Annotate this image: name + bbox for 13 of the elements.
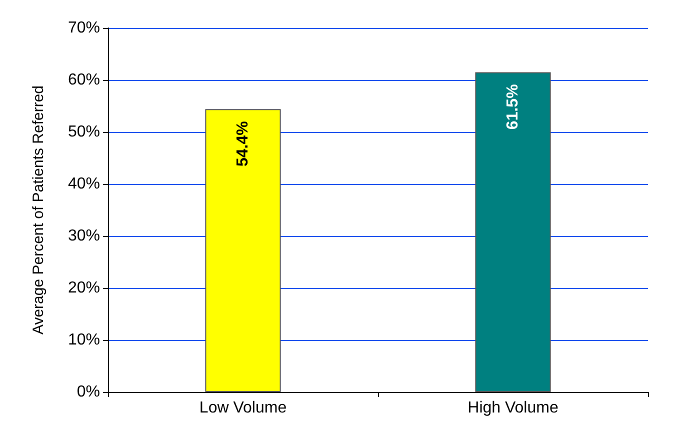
y-tick-label: 20% [68, 280, 100, 296]
y-tick-label: 50% [68, 124, 100, 140]
y-tick-label: 40% [68, 176, 100, 192]
y-tick-label: 30% [68, 228, 100, 244]
x-tick-label: High Volume [468, 400, 558, 416]
data-label: 54.4% [234, 121, 252, 166]
y-tick-label: 70% [68, 20, 100, 36]
x-tick-label: Low Volume [199, 400, 287, 416]
y-tick-label: 10% [68, 332, 100, 348]
data-label: 61.5% [504, 84, 522, 130]
y-tick-label: 60% [68, 72, 100, 88]
y-tick-label: 0% [76, 384, 100, 400]
y-axis-title: Average Percent of Patients Referred [30, 85, 47, 335]
